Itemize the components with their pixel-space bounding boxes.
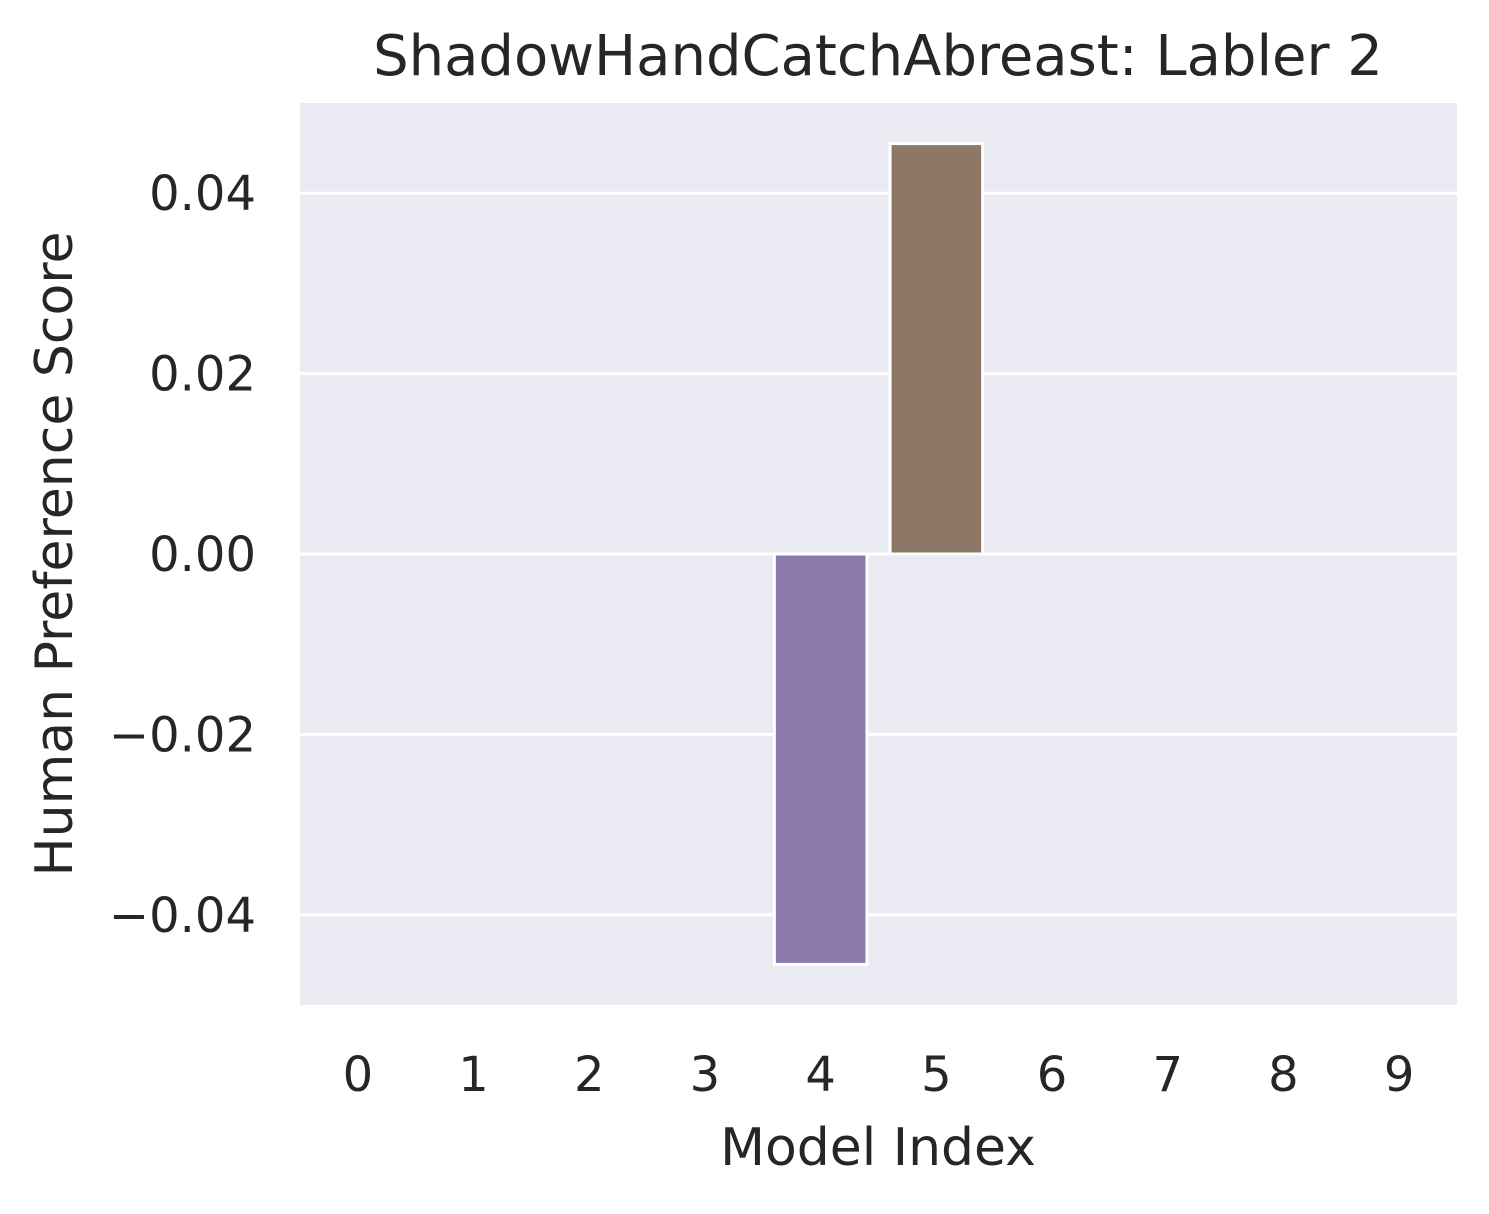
chart-title: ShadowHandCatchAbreast: Labler 2 <box>373 24 1383 89</box>
x-axis-label: Model Index <box>720 1118 1036 1178</box>
y-tick-label: 0.02 <box>149 347 256 403</box>
x-tick-label: 6 <box>1037 1047 1068 1103</box>
bars <box>772 142 985 966</box>
y-tick-label: −0.02 <box>109 707 256 763</box>
grid-lines <box>300 191 1457 917</box>
x-tick-label: 5 <box>921 1047 952 1103</box>
y-axis-label: Human Preference Score <box>25 232 85 877</box>
x-tick-label: 4 <box>805 1047 836 1103</box>
y-tick-label: 0.04 <box>149 166 256 222</box>
x-tick-label: 9 <box>1384 1047 1415 1103</box>
x-tick-labels: 0 1 2 3 4 5 6 7 8 9 <box>343 1047 1415 1103</box>
y-tick-label: −0.04 <box>109 888 256 944</box>
x-tick-label: 7 <box>1152 1047 1183 1103</box>
x-tick-label: 0 <box>343 1047 374 1103</box>
y-tick-label: 0.00 <box>149 527 256 583</box>
x-tick-label: 1 <box>458 1047 489 1103</box>
x-tick-label: 2 <box>574 1047 605 1103</box>
bar-model-5 <box>888 142 985 556</box>
x-tick-label: 8 <box>1268 1047 1299 1103</box>
bar-model-4 <box>772 552 869 966</box>
x-tick-label: 3 <box>690 1047 721 1103</box>
y-tick-labels: −0.04 −0.02 0.00 0.02 0.04 <box>109 166 256 944</box>
